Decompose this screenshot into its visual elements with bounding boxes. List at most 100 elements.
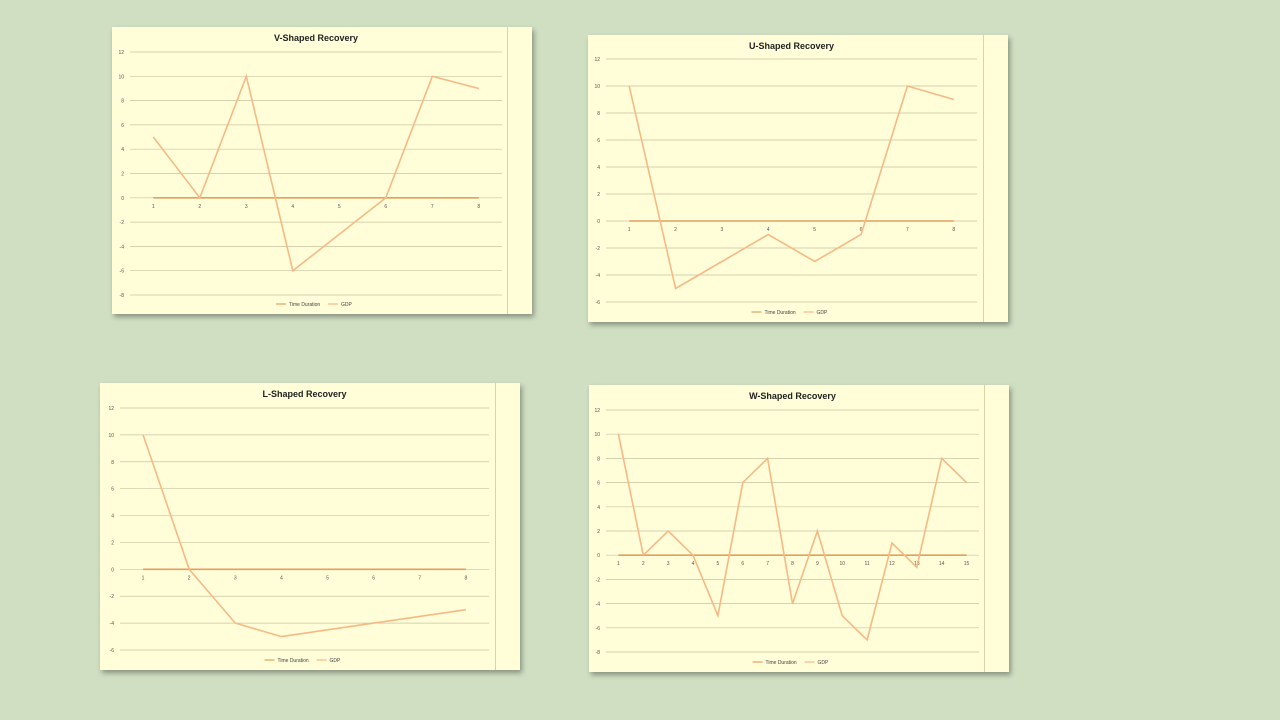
- y-tick-label: 8: [121, 99, 124, 105]
- y-tick-label: -2: [110, 594, 115, 600]
- y-tick-label: -6: [110, 648, 115, 654]
- series-line-gdp: [628, 85, 955, 290]
- y-tick-label: 6: [121, 123, 124, 129]
- y-tick-label: 10: [594, 432, 600, 438]
- x-tick-label: 5: [813, 227, 816, 233]
- y-tick-label: 10: [108, 433, 114, 439]
- legend-label: Time Duration: [289, 302, 320, 308]
- y-tick-label: -6: [596, 626, 601, 632]
- y-tick-label: -4: [596, 602, 601, 608]
- y-tick-label: -2: [120, 220, 125, 226]
- y-tick-label: 4: [597, 505, 600, 511]
- legend-label: GDP: [818, 660, 830, 666]
- chart-side-strip: [983, 35, 1008, 322]
- y-tick-label: 12: [118, 50, 124, 56]
- x-tick-label: 4: [280, 575, 283, 581]
- y-tick-label: -4: [596, 273, 601, 279]
- y-tick-label: 8: [111, 460, 114, 466]
- y-tick-label: 6: [597, 138, 600, 144]
- x-tick-label: 1: [152, 204, 155, 210]
- x-tick-label: 4: [767, 227, 770, 233]
- y-tick-label: -4: [110, 621, 115, 627]
- x-tick-label: 3: [234, 575, 237, 581]
- x-tick-label: 7: [418, 575, 421, 581]
- y-tick-label: -2: [596, 246, 601, 252]
- y-tick-label: 12: [594, 408, 600, 414]
- x-tick-label: 8: [791, 561, 794, 567]
- y-tick-label: -4: [120, 244, 125, 250]
- y-tick-label: 4: [111, 514, 114, 520]
- x-tick-label: 7: [766, 561, 769, 567]
- legend-label: GDP: [817, 310, 829, 316]
- y-tick-label: 0: [121, 196, 124, 202]
- x-tick-label: 2: [642, 561, 645, 567]
- y-tick-label: -6: [120, 269, 125, 275]
- x-tick-label: 12: [889, 561, 895, 567]
- x-tick-label: 2: [198, 204, 201, 210]
- x-tick-label: 1: [142, 575, 145, 581]
- y-tick-label: 2: [597, 529, 600, 535]
- y-tick-label: 12: [594, 57, 600, 63]
- y-tick-label: 2: [111, 540, 114, 546]
- y-tick-label: 0: [597, 219, 600, 225]
- x-tick-label: 8: [477, 204, 480, 210]
- x-tick-label: 5: [326, 575, 329, 581]
- legend-label: GDP: [341, 302, 353, 308]
- chart-title: L-Shaped Recovery: [262, 389, 346, 399]
- x-tick-label: 4: [291, 204, 294, 210]
- y-tick-label: 10: [118, 74, 124, 80]
- legend-label: Time Duration: [765, 310, 796, 316]
- x-tick-label: 6: [860, 227, 863, 233]
- x-tick-label: 3: [667, 561, 670, 567]
- x-tick-label: 3: [245, 204, 248, 210]
- chart-title: W-Shaped Recovery: [749, 391, 836, 401]
- x-tick-label: 15: [964, 561, 970, 567]
- series-line-gdp: [617, 434, 968, 642]
- y-tick-label: 8: [597, 456, 600, 462]
- x-tick-label: 6: [384, 204, 387, 210]
- x-tick-label: 1: [617, 561, 620, 567]
- x-tick-label: 5: [717, 561, 720, 567]
- chart-u-shaped: U-Shaped Recovery 12 10 8 6 4 2 0 -2 -4 -6 1 2 3 4 5 6 7 8…: [588, 35, 1008, 322]
- chart-title: U-Shaped Recovery: [749, 41, 834, 51]
- chart-w-shaped: W-Shaped Recovery 12 10 8 6 4 2 0 -2 -4 -6 -8 1 2 3 4 5 6…: [589, 385, 1009, 672]
- x-tick-label: 6: [372, 575, 375, 581]
- y-tick-label: 6: [597, 481, 600, 487]
- y-tick-label: -8: [120, 293, 125, 299]
- legend-label: Time Duration: [278, 658, 309, 664]
- x-tick-label: 14: [939, 561, 945, 567]
- y-tick-label: 0: [111, 567, 114, 573]
- x-tick-label: 3: [721, 227, 724, 233]
- x-tick-label: 1: [628, 227, 631, 233]
- x-tick-label: 4: [692, 561, 695, 567]
- x-tick-label: 2: [674, 227, 677, 233]
- x-tick-label: 2: [188, 575, 191, 581]
- y-tick-label: -2: [596, 577, 601, 583]
- series-line-gdp: [142, 434, 467, 638]
- y-tick-label: 4: [121, 147, 124, 153]
- chart-title: V-Shaped Recovery: [274, 33, 358, 43]
- chart-side-strip: [984, 385, 1009, 672]
- y-tick-label: 2: [597, 192, 600, 198]
- x-tick-label: 9: [816, 561, 819, 567]
- x-tick-label: 10: [839, 561, 845, 567]
- x-tick-label: 8: [952, 227, 955, 233]
- y-tick-label: 10: [594, 84, 600, 90]
- x-tick-label: 6: [741, 561, 744, 567]
- legend-label: Time Duration: [766, 660, 797, 666]
- chart-v-shaped: V-Shaped Recovery 12 10 8 6 4 2 0 -2 -4 -6 -8 1 2 3 4 5 6…: [112, 27, 532, 314]
- y-tick-label: 2: [121, 172, 124, 178]
- legend-label: GDP: [330, 658, 342, 664]
- y-tick-label: 0: [597, 553, 600, 559]
- x-tick-label: 7: [906, 227, 909, 233]
- y-tick-label: 6: [111, 487, 114, 493]
- y-tick-label: 8: [597, 111, 600, 117]
- x-tick-label: 8: [465, 575, 468, 581]
- x-tick-label: 11: [864, 561, 869, 567]
- chart-l-shaped: L-Shaped Recovery 12 10 8 6 4 2 0 -2 -4 -6 1 2 3 4 5 6 7 8…: [100, 383, 520, 670]
- y-tick-label: 4: [597, 165, 600, 171]
